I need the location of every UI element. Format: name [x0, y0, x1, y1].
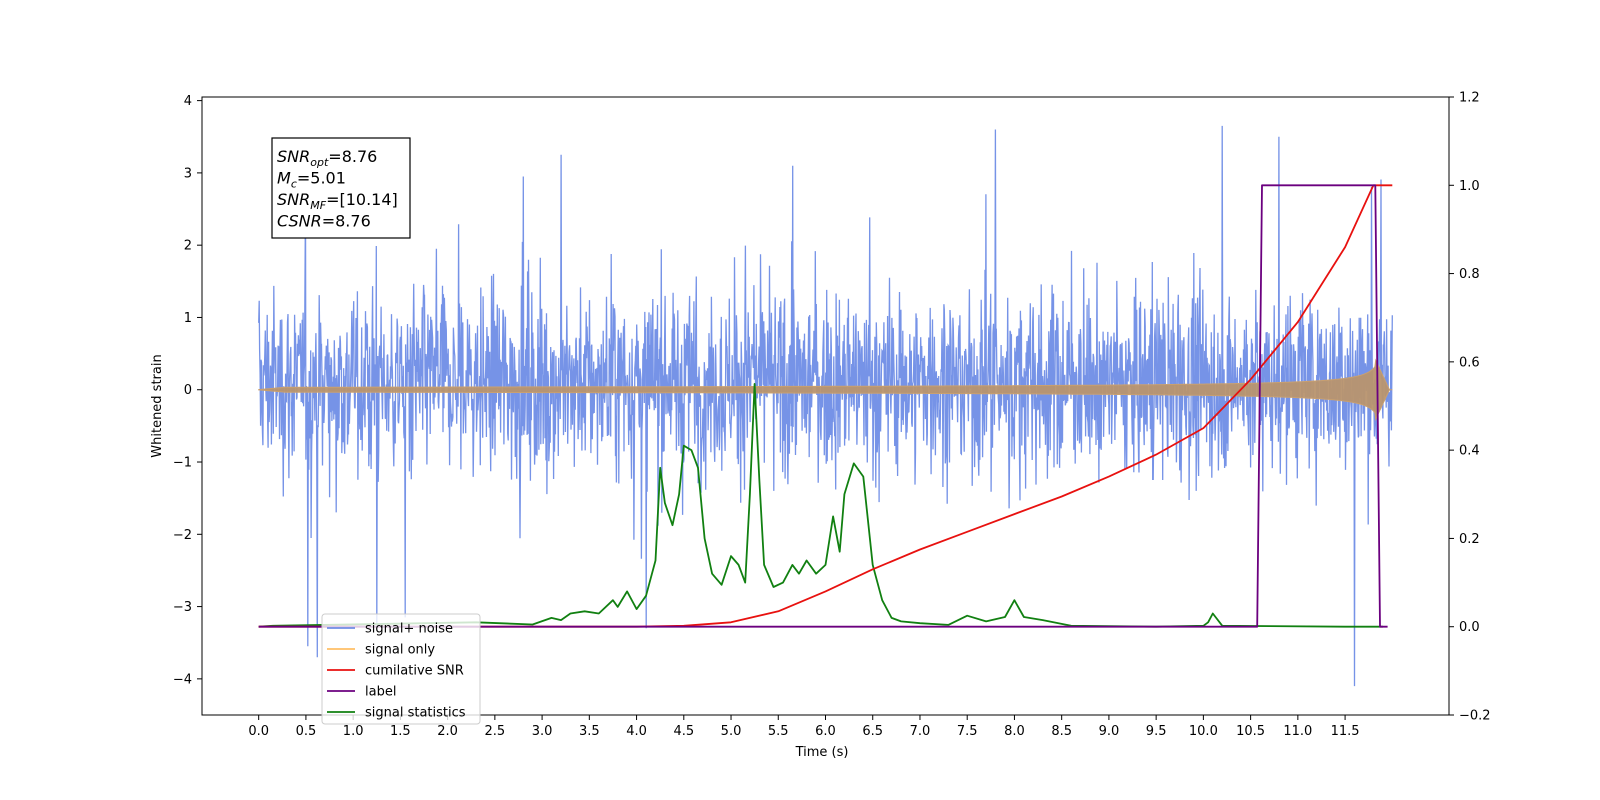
x-tick-label: 1.0 [343, 724, 364, 739]
y-right-tick-label: 1.0 [1459, 179, 1480, 194]
y-axis-right: 1.2 1.0 0.8 0.6 0.4 0.2 0.0 −0.2 [1449, 91, 1491, 724]
x-tick-label: 8.0 [1004, 724, 1025, 739]
x-axis: 0.0 0.5 1.0 1.5 2.0 2.5 3.0 3.5 4.0 4.5 5.0 5.5 6.0 6… [248, 715, 1360, 739]
x-tick-label: 2.0 [437, 724, 458, 739]
annotation-line: SNRopt=8.76 [277, 147, 377, 169]
y-right-tick-label: 0.6 [1459, 355, 1480, 370]
y-left-tick-label: −1 [173, 456, 192, 471]
annotation-frame [271, 137, 411, 239]
y-right-tick-label: −0.2 [1459, 709, 1491, 724]
y-right-tick-label: 0.4 [1459, 444, 1480, 459]
series-line-cumilative-snr [258, 184, 1393, 628]
y-left-tick-label: −3 [173, 600, 192, 615]
legend-label: signal+ noise [365, 622, 453, 637]
x-tick-label: 5.0 [721, 724, 742, 739]
y-left-tick-label: 3 [184, 166, 192, 181]
annotation-line: Mc=5.01 [277, 169, 346, 191]
x-tick-label: 1.5 [390, 724, 411, 739]
x-tick-label: 3.5 [579, 724, 600, 739]
legend-label: label [365, 685, 396, 700]
y-right-tick-label: 0.0 [1459, 620, 1480, 635]
legend-label: signal only [365, 643, 435, 658]
x-tick-label: 0.0 [248, 724, 269, 739]
series-line-signal-noise [258, 125, 1393, 687]
series-line-signal-statistics [258, 383, 1383, 628]
legend-label: cumilative SNR [365, 664, 464, 679]
x-tick-label: 6.5 [862, 724, 883, 739]
y-left-tick-label: 1 [184, 311, 192, 326]
x-tick-label: 2.5 [485, 724, 506, 739]
annotation-line: CSNR=8.76 [277, 212, 371, 231]
annotation-line: SNRMF=[10.14] [277, 190, 398, 212]
x-tick-label: 9.0 [1099, 724, 1120, 739]
x-tick-label: 7.5 [957, 724, 978, 739]
y-axis-left: 4 3 2 1 0 −1 −2 −3 −4 [173, 94, 202, 687]
x-tick-label: 7.0 [910, 724, 931, 739]
y-left-tick-label: −4 [173, 672, 192, 687]
x-tick-label: 10.5 [1236, 724, 1265, 739]
y-left-tick-label: 2 [184, 239, 192, 254]
legend: signal+ noise signal only cumilative SNR la… [321, 613, 481, 725]
signal-only-series [258, 358, 1393, 422]
x-tick-label: 0.5 [296, 724, 317, 739]
series-line-label [258, 184, 1388, 628]
legend-frame [321, 613, 481, 725]
x-tick-label: 11.0 [1283, 724, 1312, 739]
y-right-tick-label: 1.2 [1459, 91, 1480, 106]
series-area-signal-only [258, 358, 1393, 422]
x-tick-label: 3.0 [532, 724, 553, 739]
noise-series [258, 125, 1393, 687]
x-tick-label: 10.0 [1189, 724, 1218, 739]
y-right-tick-label: 0.8 [1459, 267, 1480, 282]
y-left-tick-label: 0 [184, 383, 192, 398]
legend-label: signal statistics [365, 706, 466, 721]
x-tick-label: 11.5 [1331, 724, 1360, 739]
y-right-tick-label: 0.2 [1459, 532, 1480, 547]
y-left-tick-label: −2 [173, 528, 192, 543]
x-tick-label: 6.0 [815, 724, 836, 739]
x-tick-label: 5.5 [768, 724, 789, 739]
x-tick-label: 8.5 [1051, 724, 1072, 739]
x-tick-label: 9.5 [1146, 724, 1167, 739]
x-tick-label: 4.0 [626, 724, 647, 739]
y-axis-label-left: Whitened strain [150, 354, 165, 457]
x-tick-label: 4.5 [673, 724, 694, 739]
x-axis-label: Time (s) [795, 745, 849, 760]
y-left-tick-label: 4 [184, 94, 192, 109]
line-series-group [258, 184, 1393, 628]
